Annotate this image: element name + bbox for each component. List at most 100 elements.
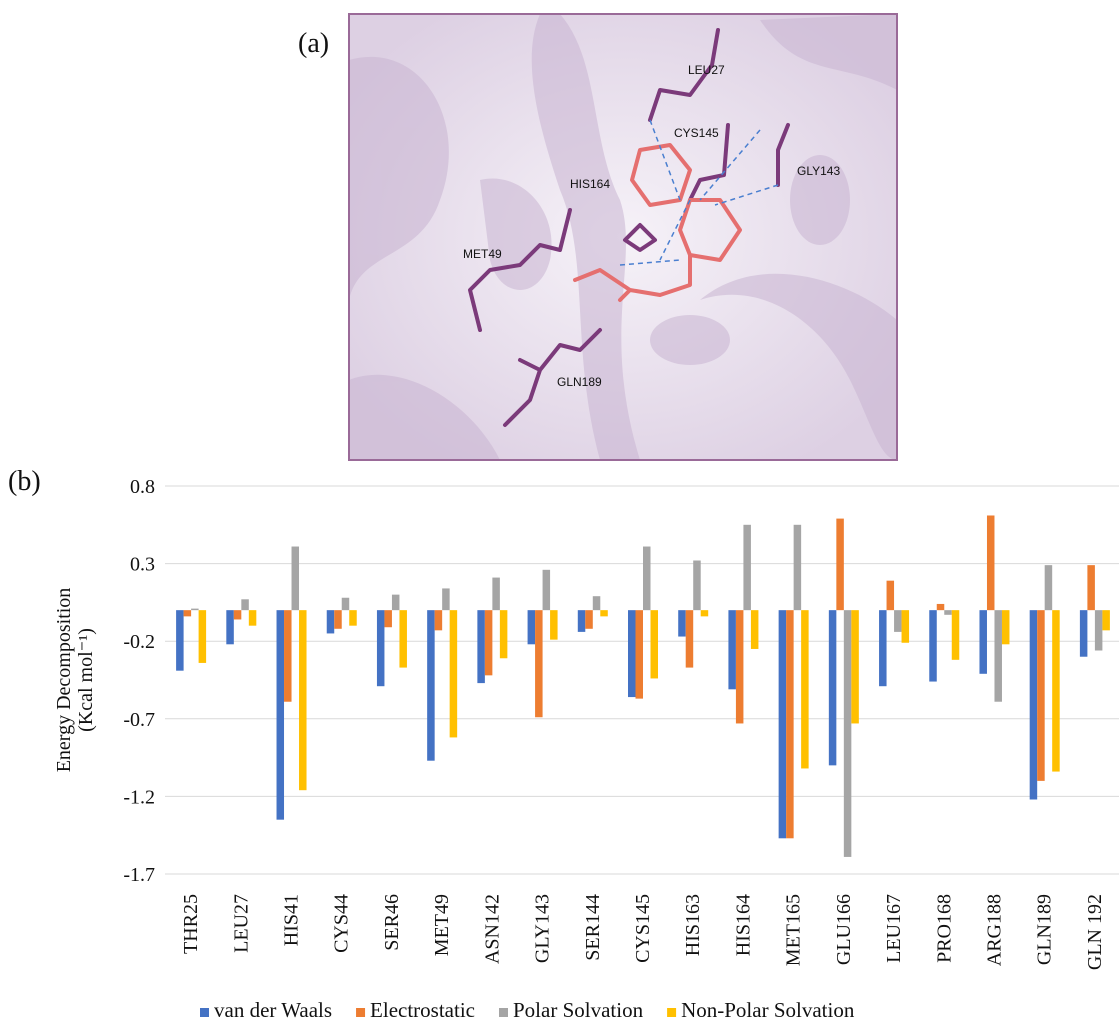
- structure-image: LEU27 CYS145 GLY143 HIS164 MET49 GLN189: [349, 14, 897, 460]
- y-tick-label: 0.3: [130, 554, 155, 576]
- x-tick-label: SER46: [381, 894, 403, 951]
- page: {"panel_a": {"label": "(a)", "residues":…: [0, 0, 1119, 1028]
- bar: [184, 610, 192, 616]
- bar: [442, 588, 450, 610]
- x-tick-label: GLY143: [532, 894, 554, 963]
- bar: [299, 610, 307, 790]
- bar: [1087, 565, 1095, 610]
- bar: [543, 570, 551, 610]
- bar: [392, 595, 400, 611]
- bar: [500, 610, 508, 658]
- legend-label: Non-Polar Solvation: [681, 998, 855, 1022]
- x-tick-label: GLN 192: [1084, 894, 1106, 970]
- panel-label: (a): [298, 28, 329, 59]
- x-tick-label: LEU167: [883, 894, 905, 963]
- bar: [779, 610, 787, 838]
- bar: [1002, 610, 1010, 644]
- bar: [794, 525, 802, 610]
- residue-label: CYS145: [674, 126, 719, 140]
- bar: [535, 610, 543, 717]
- x-tick-label: HIS41: [281, 894, 303, 946]
- legend-swatch: [356, 1008, 365, 1017]
- bar: [987, 515, 995, 610]
- legend-swatch: [667, 1008, 676, 1017]
- bar: [836, 519, 844, 611]
- x-tick-label: CYS44: [331, 894, 353, 953]
- bar: [485, 610, 493, 675]
- bar: [979, 610, 987, 674]
- bar: [600, 610, 608, 616]
- x-tick-label: GLU166: [833, 894, 855, 965]
- bar: [427, 610, 435, 761]
- bar: [349, 610, 357, 626]
- bar: [651, 610, 659, 678]
- x-tick-label: GLN189: [1034, 894, 1056, 965]
- y-axis-label: Energy Decomposition: [53, 588, 75, 773]
- bar: [829, 610, 837, 765]
- bar: [199, 610, 207, 663]
- y-axis-label: (Kcal mol⁻¹): [75, 628, 97, 732]
- bar: [384, 610, 392, 627]
- bar: [1095, 610, 1103, 650]
- bar: [241, 599, 249, 610]
- legend-swatch: [200, 1008, 209, 1017]
- bar: [377, 610, 385, 686]
- bar: [643, 547, 651, 611]
- bar: [728, 610, 736, 689]
- plot: -1.7-1.2-0.7-0.20.30.8THR25LEU27HIS41CYS…: [123, 476, 1119, 1022]
- y-tick-label: 0.8: [130, 476, 155, 498]
- x-tick-label: SER144: [582, 894, 604, 961]
- bar: [929, 610, 937, 681]
- bar: [277, 610, 285, 820]
- bar: [851, 610, 859, 723]
- bar: [249, 610, 257, 626]
- bar: [292, 547, 300, 611]
- x-tick-label: HIS163: [682, 894, 704, 956]
- residue-label: GLY143: [797, 164, 840, 178]
- bar: [1052, 610, 1060, 771]
- x-tick-label: HIS164: [732, 894, 754, 956]
- residue-label: MET49: [463, 247, 502, 261]
- bar: [693, 560, 701, 610]
- bar: [636, 610, 644, 698]
- bar: [342, 598, 350, 610]
- y-tick-label: -0.2: [123, 631, 155, 653]
- x-tick-label: ASN142: [481, 894, 503, 964]
- legend-label: Polar Solvation: [513, 998, 644, 1022]
- panel-label: (b): [8, 466, 41, 497]
- bar: [477, 610, 485, 683]
- x-tick-label: MET49: [431, 894, 453, 956]
- bar: [1080, 610, 1088, 657]
- residue-label: GLN189: [557, 375, 602, 389]
- bar: [736, 610, 744, 723]
- bar: [902, 610, 910, 643]
- bar: [334, 610, 342, 629]
- bar: [628, 610, 636, 697]
- bar: [578, 610, 586, 632]
- figure: (a) LEU27 CYS145 GLY143 HIS164: [0, 0, 1119, 1028]
- bar: [944, 610, 952, 615]
- bar: [786, 610, 794, 838]
- x-tick-label: MET165: [783, 894, 805, 966]
- legend-label: van der Waals: [214, 998, 332, 1022]
- bar: [450, 610, 458, 737]
- x-tick-label: THR25: [180, 894, 202, 954]
- residue-label: HIS164: [570, 177, 610, 191]
- bar: [226, 610, 234, 644]
- bar: [550, 610, 558, 639]
- bar: [234, 610, 242, 619]
- bar: [399, 610, 407, 667]
- bar: [678, 610, 686, 636]
- bar: [492, 578, 500, 611]
- residue-label: LEU27: [688, 63, 725, 77]
- bar: [994, 610, 1002, 702]
- bar: [701, 610, 709, 616]
- bar: [894, 610, 902, 632]
- bar: [844, 610, 852, 857]
- bar: [952, 610, 960, 660]
- bar: [879, 610, 887, 686]
- bar: [686, 610, 694, 667]
- bar: [284, 610, 292, 702]
- x-tick-label: ARG188: [983, 894, 1005, 966]
- legend-label: Electrostatic: [370, 998, 475, 1022]
